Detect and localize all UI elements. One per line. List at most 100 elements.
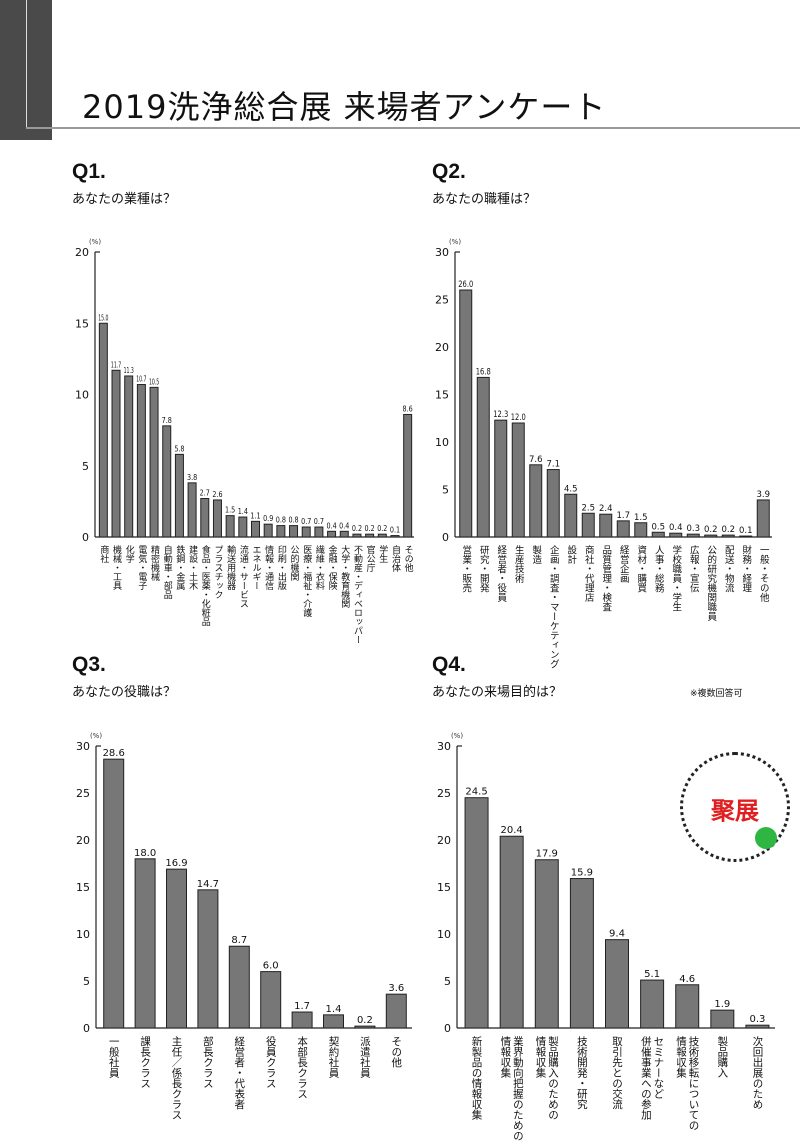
q2-category-label: 研究・開発 [478, 545, 490, 593]
q1-category-label: 公的機関 [289, 545, 300, 582]
q3-y-tick-label: 10 [76, 928, 90, 941]
q1-bar [162, 425, 172, 538]
q4-value-label: 5.1 [644, 969, 660, 980]
q3-bar [260, 971, 282, 1029]
q4-bar [605, 939, 629, 1029]
q1-category-label: 大学・教育機関 [339, 544, 350, 609]
q1-y-tick-label: 10 [75, 389, 89, 402]
q4-multiple-answer-note: ※複数回答可 [690, 689, 743, 699]
q1-category-label: 流通・サービス [238, 544, 249, 608]
q4-bar [499, 835, 524, 1029]
q1-bar [365, 533, 375, 538]
q1-value-label: 0.7 [314, 517, 324, 526]
q2-category-label: 製造 [530, 544, 542, 565]
q3-bar [166, 868, 187, 1029]
q2-category-label: 財務・経理 [740, 544, 752, 592]
q2-bar [564, 493, 578, 538]
q3-category-label: 派遣社員 [359, 1036, 371, 1079]
q2-value-label: 4.5 [564, 484, 578, 494]
q4-y-tick-label: 20 [437, 834, 451, 847]
q1-bar [238, 516, 248, 538]
q1-y-tick-label: 5 [82, 460, 89, 473]
q4-y-tick-label: 30 [437, 740, 451, 753]
q1-value-label: 5.8 [174, 444, 184, 453]
q1-bar [149, 386, 159, 538]
q2-bar [686, 533, 700, 538]
q3-value-label: 3.6 [388, 983, 404, 994]
q2-bar [529, 464, 543, 538]
mini-program-icon [755, 827, 777, 849]
q1-category-label: 鉄鋼・金属 [174, 544, 185, 591]
q1-value-label: 0.9 [263, 514, 273, 523]
q1-bar [314, 526, 324, 538]
q3-y-tick-label: 0 [83, 1022, 90, 1035]
q4-value-label: 1.9 [714, 999, 730, 1010]
q3-value-label: 14.7 [197, 879, 219, 890]
q1-y-tick-label: 0 [82, 531, 89, 544]
q2-category-label: 品質管理・検査 [600, 545, 612, 612]
q2-value-label: 7.6 [529, 455, 543, 465]
q2-y-tick-label: 25 [435, 294, 449, 307]
q3-value-label: 18.0 [134, 848, 156, 859]
q1-bar [98, 322, 108, 538]
q3-value-label: 0.2 [357, 1015, 373, 1026]
q1-category-label: 輸送用機器 [225, 544, 236, 590]
q2-y-tick-label: 0 [442, 531, 449, 544]
q1-bar [403, 413, 413, 538]
q3-category-label: 主任／係長クラス [171, 1036, 183, 1120]
q1-value-label: 0.2 [377, 524, 387, 533]
q3-y-unit: (%) [90, 732, 102, 740]
q2-bar [599, 513, 613, 538]
q2-category-label: 学校職員・学生 [670, 544, 682, 611]
q1-category-label: 化学 [124, 544, 135, 563]
q2-y-tick-label: 10 [435, 436, 449, 449]
q2-category-label: 商社・代理店 [583, 544, 595, 603]
q1-value-label: 8.6 [403, 404, 413, 413]
q1-value-label: 0.2 [352, 524, 362, 533]
q2-bar [546, 469, 560, 538]
q4-bar [569, 878, 594, 1029]
q4-heading: Q4. [432, 653, 466, 676]
q3-y-tick-label: 25 [76, 787, 90, 800]
q2-value-label: 7.1 [546, 460, 560, 470]
q2-category-label: 企画・調査・マーケティング [548, 544, 560, 668]
q1-category-label: 官公庁 [365, 544, 376, 572]
q4-bar [745, 1024, 770, 1029]
q2-question: あなたの職種は？ [432, 192, 537, 207]
q4-value-label: 24.5 [465, 787, 487, 798]
q1-category-label: 学生 [377, 544, 388, 563]
q2-category-label: 公的研究機関職員 [705, 545, 717, 622]
watermark-badge: 聚展 [680, 752, 790, 862]
q3-bar [134, 858, 156, 1029]
q1-y-unit: (%) [89, 238, 101, 246]
q1-bar [377, 533, 387, 538]
q1-value-label: 1.4 [238, 507, 248, 516]
q1-value-label: 10.5 [149, 377, 159, 386]
q4-value-label: 4.6 [679, 974, 695, 985]
header-divider-vertical [26, 0, 27, 128]
q2-bar [756, 499, 770, 538]
q4-y-tick-label: 10 [437, 928, 451, 941]
q1-category-label: エネルギー [251, 545, 262, 590]
q4-y-tick-label: 15 [437, 881, 451, 894]
q1-category-label: 機械・工具 [111, 544, 122, 591]
q2-value-label: 16.8 [476, 367, 491, 377]
q4-bar [640, 979, 665, 1029]
q1-bar [339, 530, 349, 538]
q3-bar [291, 1011, 313, 1029]
q2-bar [669, 532, 683, 538]
q2-category-label: 営業・販売 [460, 544, 472, 593]
q2-bar [511, 422, 525, 538]
q2-value-label: 0.5 [651, 522, 665, 532]
q4-question: あなたの来場目的は？ [432, 685, 563, 700]
q4-category-label: 製品購入 [716, 1035, 728, 1078]
q1-value-label: 1.1 [250, 511, 260, 520]
q2-value-label: 0.2 [721, 525, 735, 535]
q2-bar [581, 512, 595, 538]
q2-category-label: 一般・その他 [758, 545, 770, 603]
q1-bar [327, 530, 337, 538]
q3-y-tick-label: 20 [76, 834, 90, 847]
q4-value-label: 20.4 [501, 825, 523, 836]
q2-value-label: 12.0 [511, 413, 526, 423]
q1-category-label: 繊維・衣料 [314, 544, 325, 591]
